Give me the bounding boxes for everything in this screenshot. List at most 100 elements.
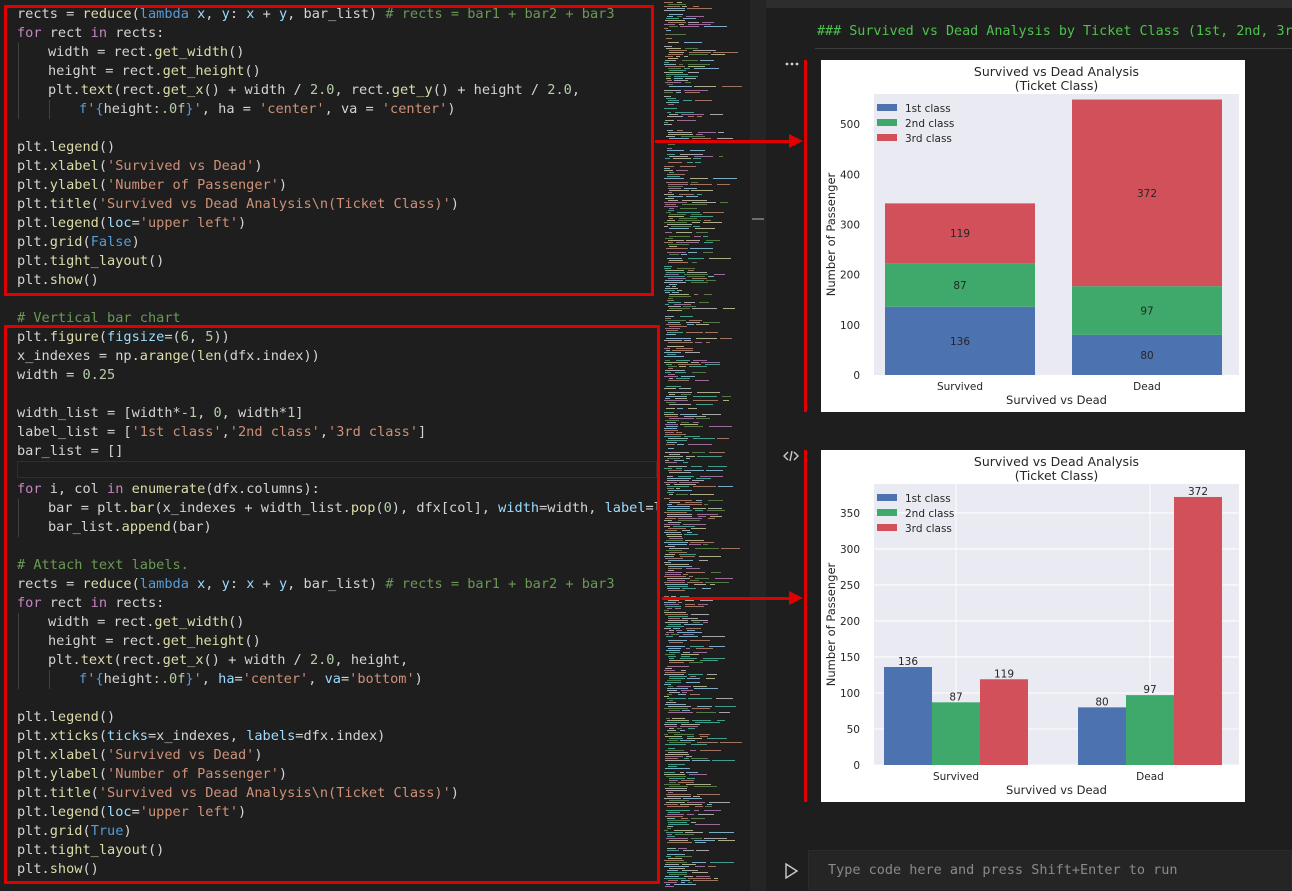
code-line[interactable]: height = rect.get_height() bbox=[48, 63, 261, 79]
minimap-line bbox=[667, 536, 682, 537]
data-label: 87 bbox=[953, 280, 966, 292]
minimap-line bbox=[668, 68, 681, 69]
minimap-line bbox=[696, 712, 716, 713]
code-line[interactable]: plt.title('Survived vs Dead Analysis\n(T… bbox=[17, 196, 459, 212]
y-tick-label: 400 bbox=[840, 169, 860, 181]
code-editor[interactable]: rects = reduce(lambda x, y: x + y, bar_l… bbox=[0, 0, 660, 891]
minimap-line bbox=[667, 492, 674, 493]
code-line[interactable]: plt.show() bbox=[17, 272, 99, 288]
minimap-line bbox=[695, 548, 719, 549]
code-line[interactable]: plt.grid(True) bbox=[17, 823, 132, 839]
ellipsis-icon[interactable] bbox=[784, 56, 800, 72]
minimap-line bbox=[666, 364, 672, 365]
code-line[interactable]: plt.xlabel('Survived vs Dead') bbox=[17, 747, 263, 763]
minimap-line bbox=[668, 322, 680, 323]
minimap-line bbox=[664, 596, 669, 597]
minimap-line bbox=[691, 214, 702, 215]
code-line[interactable]: plt.tight_layout() bbox=[17, 253, 165, 269]
minimap-line bbox=[689, 774, 707, 775]
code-line[interactable]: plt.legend() bbox=[17, 139, 116, 155]
code-line[interactable]: f'{height:.0f}', ha = 'center', va = 'ce… bbox=[79, 101, 456, 117]
code-line[interactable]: for rect in rects: bbox=[17, 595, 165, 611]
scrollbar-thumb[interactable] bbox=[752, 218, 764, 220]
code-line[interactable]: plt.title('Survived vs Dead Analysis\n(T… bbox=[17, 785, 459, 801]
code-line[interactable]: plt.text(rect.get_x() + width / 2.0, rec… bbox=[48, 82, 581, 98]
minimap-line bbox=[717, 184, 730, 185]
minimap-line bbox=[677, 504, 702, 505]
editor-scrollbar[interactable] bbox=[750, 0, 766, 891]
minimap-line bbox=[668, 648, 681, 649]
minimap-line bbox=[692, 760, 710, 761]
code-icon[interactable] bbox=[783, 450, 799, 466]
minimap[interactable] bbox=[660, 0, 750, 891]
code-line[interactable]: for i, col in enumerate(dfx.columns): bbox=[17, 481, 320, 497]
minimap-line bbox=[719, 156, 723, 157]
code-line[interactable]: # Attach text labels. bbox=[17, 557, 189, 573]
minimap-line bbox=[668, 368, 673, 369]
code-line[interactable]: plt.ylabel('Number of Passenger') bbox=[17, 766, 288, 782]
minimap-line bbox=[665, 204, 676, 205]
code-line[interactable]: plt.legend(loc='upper left') bbox=[17, 215, 247, 231]
minimap-line bbox=[683, 798, 702, 799]
minimap-line bbox=[685, 502, 702, 503]
minimap-line bbox=[680, 154, 703, 155]
x-tick-label: Dead bbox=[1136, 771, 1164, 783]
annotation-arrow bbox=[662, 597, 791, 600]
minimap-line bbox=[669, 296, 691, 297]
cell-focus-bar bbox=[804, 450, 807, 802]
code-line[interactable]: plt.grid(False) bbox=[17, 234, 140, 250]
code-line[interactable]: height = rect.get_height() bbox=[48, 633, 261, 649]
code-input[interactable] bbox=[808, 850, 1292, 890]
minimap-line bbox=[693, 438, 715, 439]
minimap-line bbox=[681, 780, 694, 781]
minimap-line bbox=[666, 248, 688, 249]
minimap-line bbox=[664, 526, 670, 527]
minimap-line bbox=[665, 434, 686, 435]
y-tick-label: 300 bbox=[840, 544, 860, 556]
legend-swatch bbox=[877, 134, 897, 141]
code-line[interactable]: plt.show() bbox=[17, 861, 99, 877]
minimap-line bbox=[665, 614, 688, 615]
code-line[interactable]: width_list = [width*-1, 0, width*1] bbox=[17, 405, 304, 421]
code-line[interactable]: plt.text(rect.get_x() + width / 2.0, hei… bbox=[48, 652, 409, 668]
minimap-line bbox=[700, 660, 718, 661]
code-line[interactable]: bar_list = [] bbox=[17, 443, 124, 459]
code-line[interactable]: # Vertical bar chart bbox=[17, 310, 181, 326]
code-line[interactable]: f'{height:.0f}', ha='center', va='bottom… bbox=[79, 671, 423, 687]
code-line[interactable]: bar_list.append(bar) bbox=[48, 519, 212, 535]
code-line[interactable]: x_indexes = np.arange(len(dfx.index)) bbox=[17, 348, 320, 364]
minimap-line bbox=[668, 528, 686, 529]
legend-swatch bbox=[877, 104, 897, 111]
code-line[interactable]: rects = reduce(lambda x, y: x + y, bar_l… bbox=[17, 6, 615, 22]
minimap-line bbox=[664, 456, 683, 457]
code-line[interactable]: plt.xticks(ticks=x_indexes, labels=dfx.i… bbox=[17, 728, 386, 744]
play-icon[interactable] bbox=[780, 860, 802, 882]
code-line[interactable]: rects = reduce(lambda x, y: x + y, bar_l… bbox=[17, 576, 615, 592]
code-line[interactable]: width = rect.get_width() bbox=[48, 614, 245, 630]
chart-title: Survived vs Dead Analysis bbox=[974, 454, 1139, 469]
minimap-line bbox=[688, 698, 712, 699]
code-line[interactable]: plt.xlabel('Survived vs Dead') bbox=[17, 158, 263, 174]
minimap-line bbox=[694, 786, 717, 787]
code-line[interactable]: width = rect.get_width() bbox=[48, 44, 245, 60]
code-line[interactable]: plt.tight_layout() bbox=[17, 842, 165, 858]
minimap-line bbox=[686, 772, 698, 773]
minimap-line bbox=[710, 862, 734, 863]
minimap-line bbox=[690, 494, 714, 495]
minimap-line bbox=[684, 876, 693, 877]
minimap-line bbox=[678, 520, 700, 521]
minimap-line bbox=[665, 530, 677, 531]
minimap-line bbox=[665, 758, 678, 759]
code-line[interactable]: width = 0.25 bbox=[17, 367, 116, 383]
minimap-line bbox=[685, 92, 700, 93]
minimap-line bbox=[664, 708, 688, 709]
code-line[interactable]: plt.ylabel('Number of Passenger') bbox=[17, 177, 288, 193]
code-line[interactable]: plt.legend(loc='upper left') bbox=[17, 804, 247, 820]
minimap-line bbox=[685, 48, 698, 49]
code-line[interactable]: plt.legend() bbox=[17, 709, 116, 725]
minimap-line bbox=[668, 342, 693, 343]
code-line[interactable]: bar = plt.bar(x_indexes + width_list.pop… bbox=[48, 500, 660, 516]
code-line[interactable]: label_list = ['1st class','2nd class','3… bbox=[17, 424, 427, 440]
code-line[interactable]: for rect in rects: bbox=[17, 25, 165, 41]
code-line[interactable]: plt.figure(figsize=(6, 5)) bbox=[17, 329, 230, 345]
